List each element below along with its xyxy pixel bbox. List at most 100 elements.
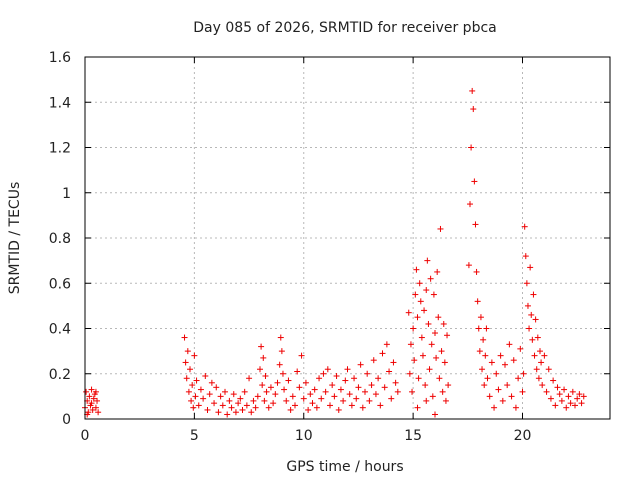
- data-point: [470, 106, 477, 113]
- data-point: [311, 386, 318, 393]
- x-axis-label: GPS time / hours: [286, 459, 403, 475]
- data-point: [263, 388, 270, 395]
- data-point: [506, 341, 513, 348]
- data-point: [346, 391, 353, 398]
- data-point: [222, 388, 228, 395]
- data-point: [578, 400, 585, 407]
- data-point: [543, 388, 550, 395]
- data-point: [92, 404, 99, 411]
- data-point: [285, 377, 292, 384]
- data-point: [230, 391, 237, 398]
- data-point: [302, 379, 309, 386]
- data-point: [287, 406, 294, 413]
- data-point: [445, 382, 452, 389]
- data-point: [372, 391, 379, 398]
- data-point: [482, 352, 489, 359]
- data-point: [493, 370, 500, 377]
- data-point: [508, 393, 515, 400]
- data-point: [569, 388, 576, 395]
- data-point: [277, 334, 284, 341]
- data-point: [479, 366, 486, 373]
- data-point: [204, 406, 211, 413]
- data-point: [83, 388, 90, 395]
- data-point: [386, 368, 393, 375]
- data-point: [383, 341, 390, 348]
- data-point: [197, 386, 204, 393]
- data-point: [368, 382, 375, 389]
- data-point: [359, 404, 366, 411]
- data-point: [441, 359, 448, 366]
- data-point: [193, 377, 200, 384]
- data-point: [95, 409, 102, 416]
- data-point: [394, 388, 401, 395]
- data-point: [217, 393, 224, 400]
- data-point: [472, 221, 479, 228]
- data-point: [86, 393, 93, 400]
- y-tick-label: 1.2: [49, 141, 71, 157]
- data-point: [410, 325, 417, 332]
- data-point: [232, 409, 239, 416]
- data-point: [289, 393, 296, 400]
- chart-title: Day 085 of 2026, SRMTID for receiver pbc…: [193, 20, 496, 36]
- data-point: [292, 402, 298, 409]
- data-point: [502, 361, 508, 368]
- data-point: [438, 348, 445, 355]
- data-point: [423, 287, 430, 294]
- data-point: [189, 382, 196, 389]
- y-axis-label: SRMTID / TECUs: [7, 182, 23, 295]
- data-point: [92, 388, 99, 395]
- data-point: [89, 406, 96, 413]
- data-point: [357, 361, 364, 368]
- grid-lines: [85, 57, 610, 419]
- x-tick-label: 20: [514, 428, 532, 444]
- data-point: [529, 336, 536, 343]
- data-point: [504, 382, 511, 389]
- data-point: [574, 395, 581, 402]
- data-point: [94, 397, 101, 404]
- data-point: [433, 354, 440, 361]
- data-point: [432, 330, 438, 337]
- data-point: [486, 393, 493, 400]
- data-point: [379, 350, 386, 357]
- data-point: [527, 264, 534, 271]
- data-point: [261, 397, 268, 404]
- data-point: [226, 397, 233, 404]
- y-tick-label: 0.8: [49, 231, 71, 247]
- data-point: [191, 352, 198, 359]
- data-point: [381, 384, 388, 391]
- data-point: [237, 395, 244, 402]
- data-point: [190, 404, 197, 411]
- data-point: [344, 366, 351, 373]
- data-point: [558, 397, 565, 404]
- data-point: [90, 395, 97, 402]
- data-point: [545, 366, 552, 373]
- data-point: [406, 370, 413, 377]
- data-point: [477, 314, 484, 321]
- data-point: [567, 400, 574, 407]
- data-point: [561, 386, 568, 393]
- y-tick-label: 0: [62, 412, 71, 428]
- data-point: [528, 311, 535, 318]
- data-point: [211, 400, 218, 407]
- data-point: [213, 384, 220, 391]
- data-point: [550, 377, 557, 384]
- data-point: [414, 314, 421, 321]
- data-point: [353, 395, 360, 402]
- data-point: [392, 379, 399, 386]
- y-tick-label: 0.2: [49, 367, 71, 383]
- data-point: [523, 280, 530, 287]
- data-point: [434, 268, 441, 275]
- data-point: [476, 348, 483, 355]
- data-point: [480, 336, 487, 343]
- data-point: [272, 391, 279, 398]
- data-point: [517, 345, 524, 352]
- data-point: [429, 393, 436, 400]
- data-point: [279, 370, 286, 377]
- data-point: [340, 397, 347, 404]
- data-point: [366, 397, 373, 404]
- data-point: [324, 366, 331, 373]
- data-point: [481, 382, 488, 389]
- data-point: [252, 404, 259, 411]
- data-point: [488, 359, 495, 366]
- data-point: [370, 357, 377, 364]
